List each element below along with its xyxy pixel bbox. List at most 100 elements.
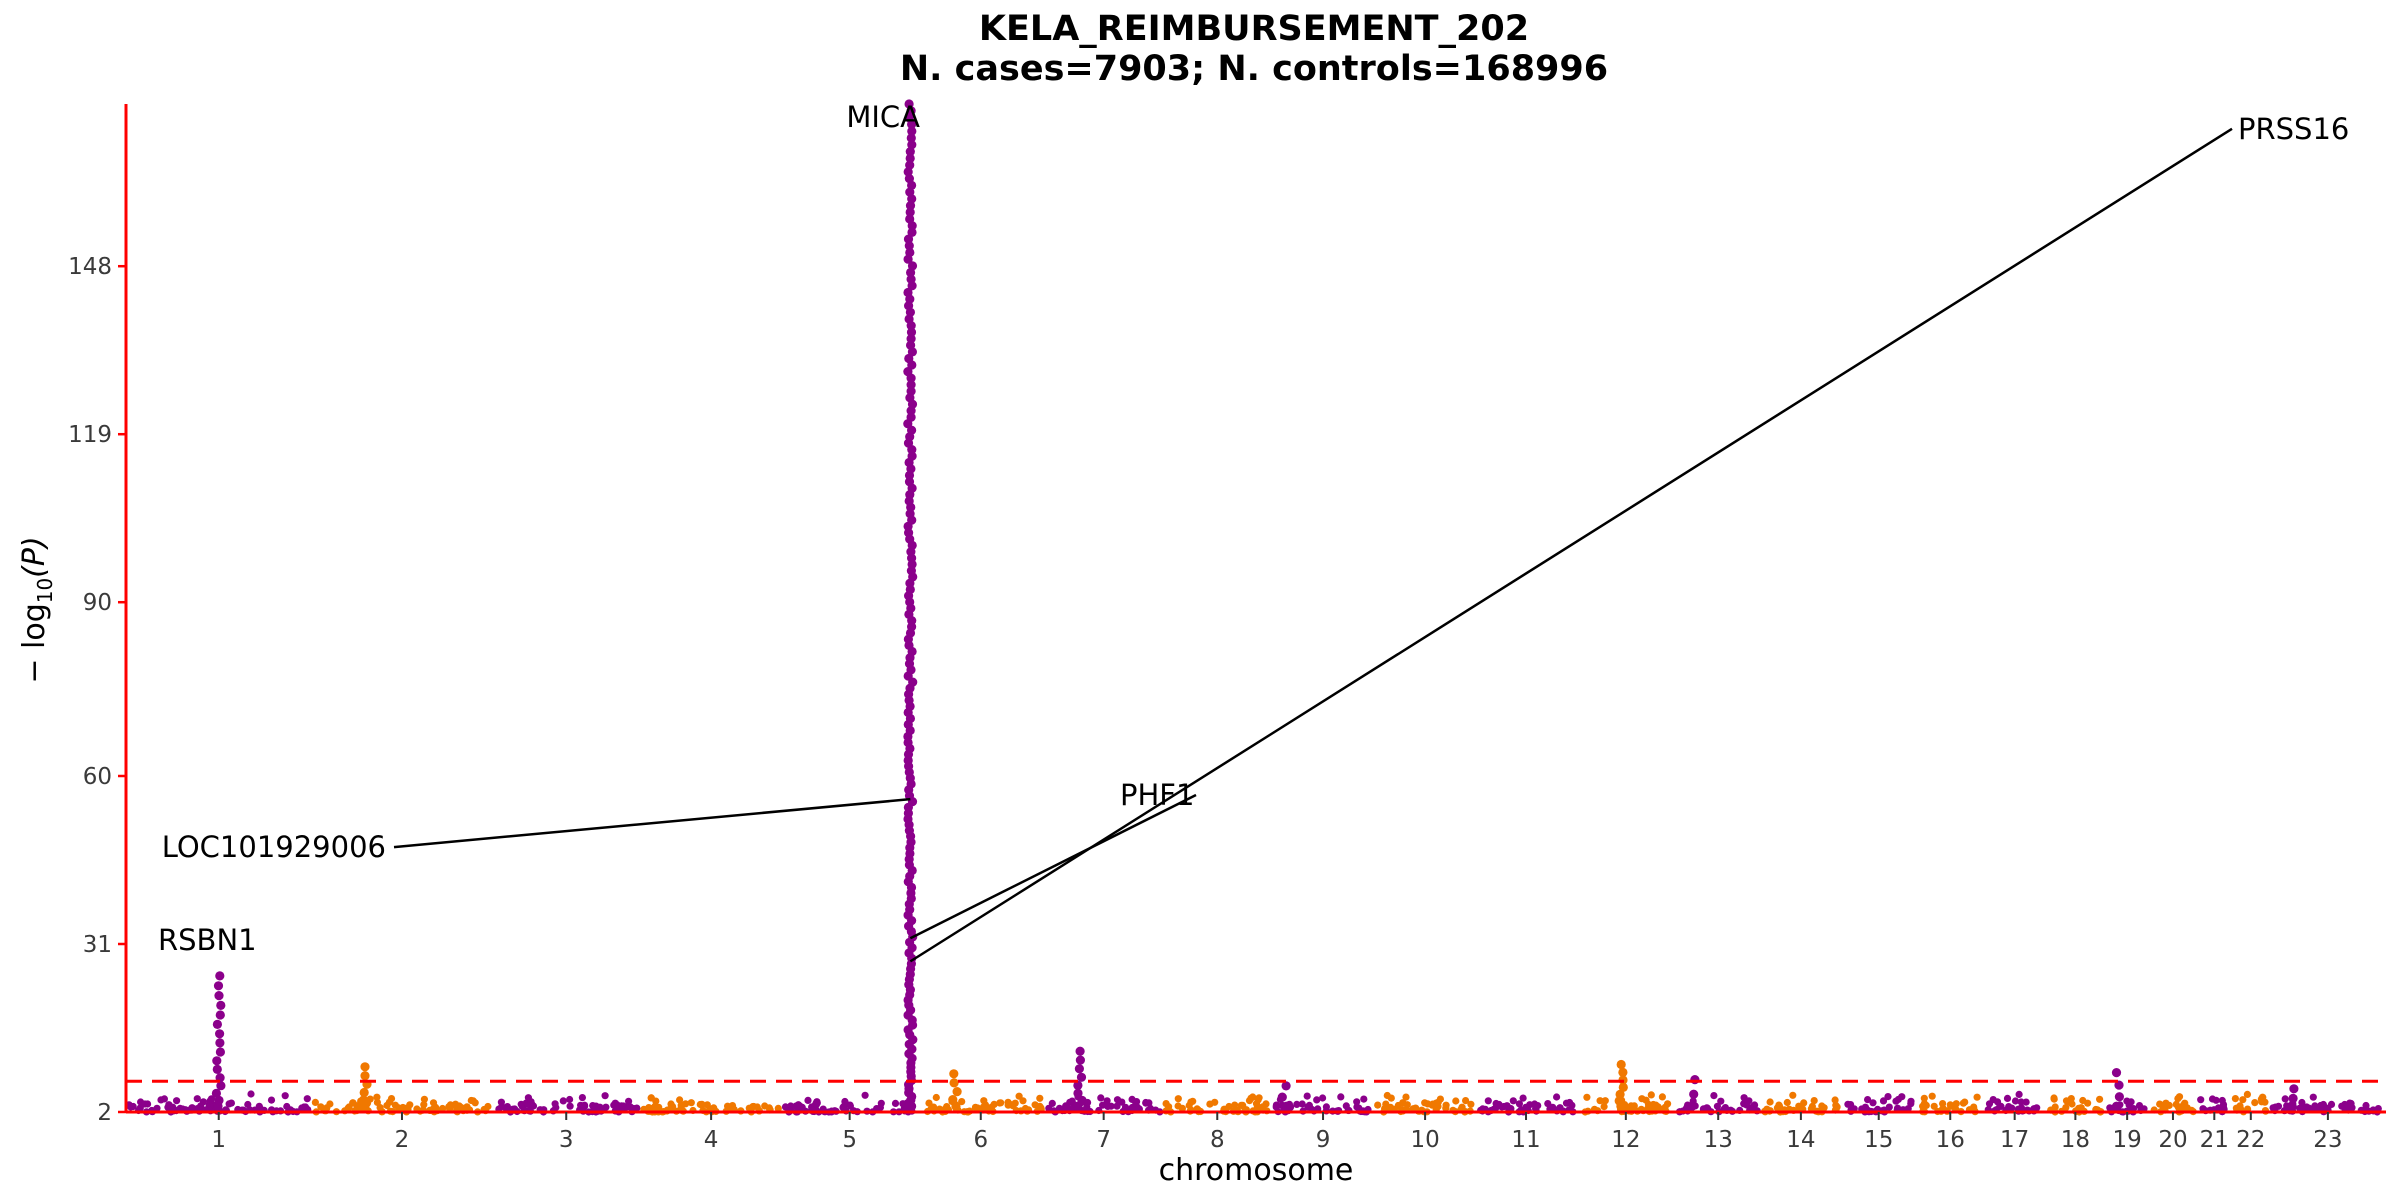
- snp-point: [1103, 1097, 1111, 1105]
- peak-snp-point: [906, 380, 916, 390]
- snp-point: [1382, 1100, 1390, 1108]
- peak-snp-point: [2111, 1101, 2122, 1111]
- y-tick-label: 31: [83, 932, 112, 958]
- snp-point: [349, 1099, 357, 1107]
- snp-point: [1189, 1097, 1197, 1105]
- peak-snp-point: [904, 477, 915, 487]
- snp-point: [1305, 1101, 1313, 1109]
- peak-snp-point: [905, 247, 915, 258]
- peak-snp-point: [211, 1088, 221, 1098]
- snp-point: [283, 1102, 291, 1111]
- snp-point: [199, 1098, 207, 1106]
- snp-point: [1068, 1097, 1076, 1105]
- snp-point: [1231, 1101, 1239, 1109]
- snp-point: [1206, 1100, 1214, 1108]
- snp-point: [387, 1095, 396, 1103]
- snp-point: [383, 1101, 391, 1110]
- snp-point: [2218, 1096, 2226, 1105]
- snp-point: [2251, 1099, 2259, 1107]
- peak-snp-point: [906, 412, 916, 422]
- x-tick-label: 4: [704, 1127, 719, 1153]
- snp-point: [1879, 1097, 1888, 1105]
- peak-snp-point: [907, 451, 917, 461]
- x-tick-label: 12: [1611, 1127, 1640, 1153]
- y-tick-label: 148: [68, 254, 112, 280]
- peak-snp-point: [359, 1095, 369, 1105]
- snp-point: [1515, 1100, 1523, 1108]
- snp-point: [2175, 1093, 2184, 1101]
- snp-point: [1121, 1103, 1130, 1111]
- peak-snp-point: [1077, 1095, 1087, 1105]
- x-tick-label: 7: [1096, 1127, 1111, 1153]
- peak-snp-point: [214, 1095, 224, 1105]
- snp-point: [1337, 1093, 1345, 1101]
- peak-snp-point: [1690, 1075, 1700, 1085]
- snp-point: [774, 1104, 782, 1112]
- snp-point: [990, 1100, 998, 1108]
- snp-point: [1833, 1103, 1841, 1111]
- snp-point: [1713, 1102, 1721, 1110]
- snp-point: [1894, 1095, 1902, 1104]
- snp-point: [2033, 1104, 2041, 1112]
- snp-point: [625, 1097, 633, 1105]
- x-tick-label: 9: [1316, 1127, 1331, 1153]
- snp-point: [724, 1102, 732, 1110]
- peak-snp-point: [212, 1019, 222, 1029]
- snp-point: [467, 1096, 475, 1105]
- snp-point: [1717, 1097, 1725, 1105]
- snp-point: [592, 1102, 600, 1110]
- snp-point: [1783, 1098, 1791, 1107]
- x-tick-label: 15: [1864, 1127, 1893, 1153]
- snp-point: [1775, 1102, 1784, 1110]
- snp-point: [958, 1098, 966, 1106]
- snp-point: [2231, 1095, 2239, 1103]
- snp-point: [1864, 1096, 1872, 1104]
- peak-snp-point: [904, 241, 914, 251]
- snp-point: [1313, 1096, 1321, 1104]
- peak-snp-point: [2114, 1092, 2124, 1102]
- snp-point: [647, 1094, 655, 1102]
- snp-point: [804, 1096, 812, 1104]
- snp-point: [1467, 1100, 1475, 1108]
- snp-point: [761, 1102, 769, 1110]
- snp-point: [1360, 1095, 1368, 1103]
- snp-point: [1568, 1101, 1576, 1109]
- x-tick-label: 22: [2236, 1127, 2265, 1153]
- axes: [124, 104, 2386, 1114]
- peak-snp-point: [213, 981, 224, 991]
- peak-snp-point: [1277, 1092, 1287, 1102]
- snp-point: [2050, 1094, 2058, 1102]
- y-tick-label: 60: [83, 764, 112, 790]
- snp-point: [1048, 1099, 1056, 1107]
- peak-snp-point: [1615, 1089, 1625, 1099]
- snp-point: [1225, 1102, 1233, 1111]
- snp-point: [2303, 1103, 2311, 1111]
- snp-point: [225, 1100, 233, 1108]
- snp-point: [1353, 1098, 1361, 1106]
- x-tick-label: 21: [2200, 1127, 2229, 1153]
- snp-point: [1462, 1097, 1470, 1105]
- peak-snp-point: [1074, 1064, 1084, 1074]
- snp-point: [792, 1102, 800, 1110]
- snp-point: [1319, 1094, 1327, 1102]
- snp-point: [932, 1093, 940, 1102]
- snp-point: [2172, 1100, 2180, 1108]
- peak-snp-point: [1618, 1067, 1628, 1077]
- snp-point: [1099, 1101, 1107, 1109]
- snp-point: [1526, 1101, 1534, 1109]
- y-tick-label: 2: [97, 1100, 112, 1126]
- x-tick-label: 8: [1210, 1127, 1225, 1153]
- snp-point: [2062, 1097, 2071, 1105]
- peak-snp-point: [2287, 1101, 2297, 1111]
- snp-point: [1885, 1103, 1893, 1111]
- snp-point: [1436, 1095, 1444, 1103]
- snp-point: [1644, 1100, 1653, 1108]
- snp-point: [1884, 1093, 1892, 1101]
- peak-snp-point: [1689, 1089, 1699, 1099]
- gene-label: MICA: [846, 100, 920, 134]
- snp-point: [267, 1096, 276, 1104]
- peak-snp-point: [216, 1081, 226, 1091]
- peak-snp-point: [905, 153, 915, 163]
- x-tick-label: 23: [2313, 1127, 2342, 1153]
- snp-point: [651, 1102, 659, 1110]
